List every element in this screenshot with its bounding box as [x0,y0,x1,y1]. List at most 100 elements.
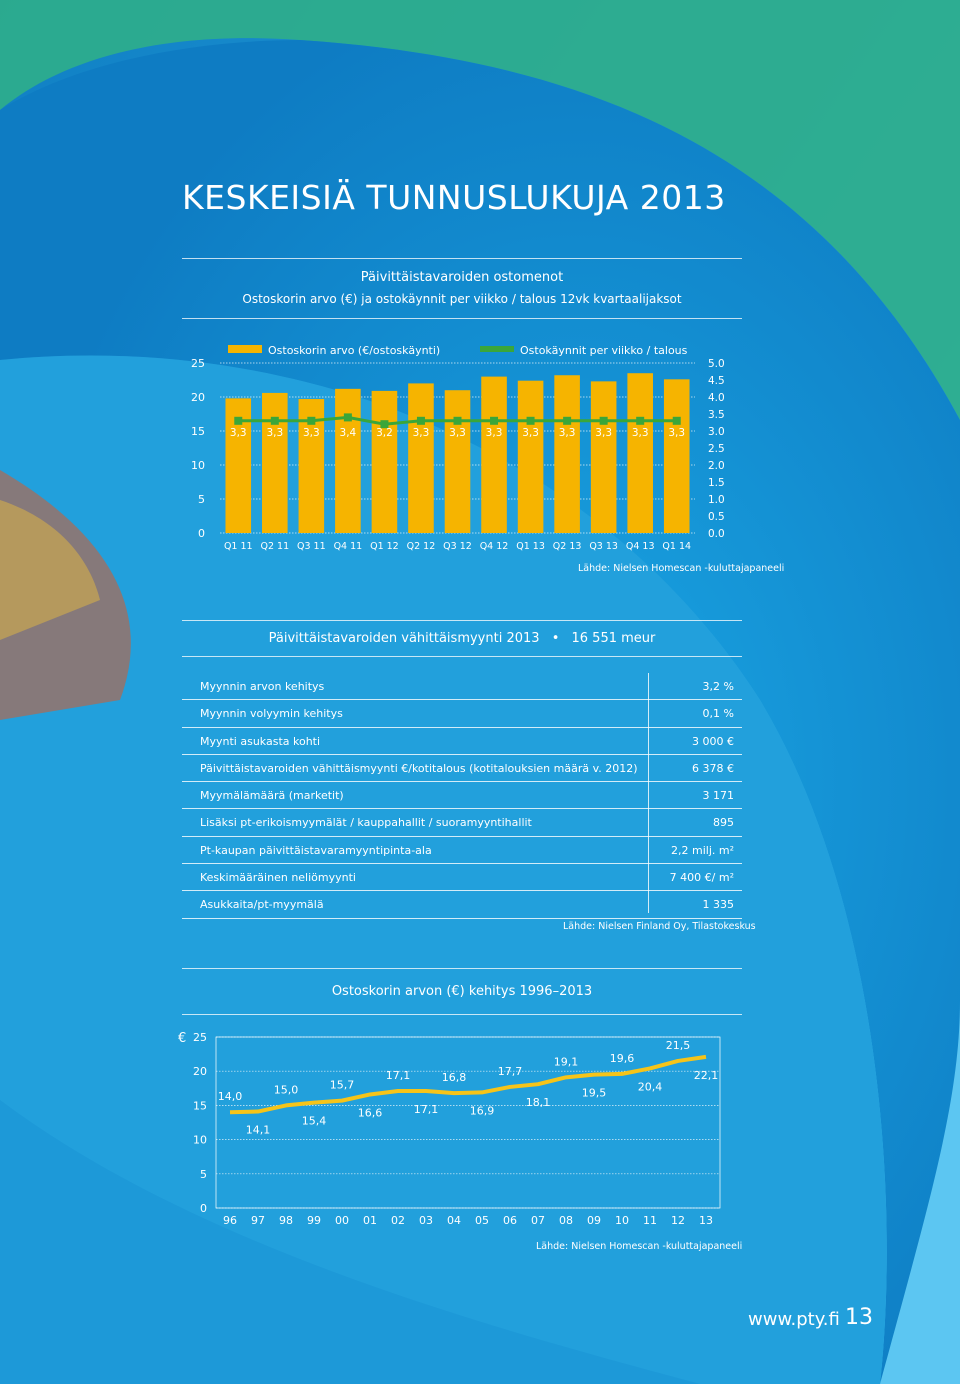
data-label: 3,3 [595,427,612,439]
line-point [416,416,425,425]
table-row-label: Myynnin volyymin kehitys [200,707,343,721]
combo-chart: 0 5 10 15 20 25 0.0 0.5 1.0 1.5 2.0 2.5 3.0 3.5 4.0 4.5… [191,344,725,552]
section3-top-rule [182,968,742,969]
data-label: 18,1 [526,1096,551,1109]
legend-label-line: Ostokäynnit per viikko / talous [520,344,688,357]
footer-url[interactable]: www.pty.fi [748,1309,840,1330]
line-point [234,416,243,425]
y-tick-label: 25 [191,357,205,370]
section3-bottom-rule [182,1014,742,1015]
table-row-label: Päivittäistavaroiden vähittäismyynti €/k… [200,761,638,775]
data-label: 14,1 [246,1124,271,1137]
table-row-label: Myynnin arvon kehitys [200,680,325,693]
section1-subtitle: Ostoskorin arvo (€) ja ostokäynnit per v… [242,292,682,306]
y-tick-label: 5 [198,493,205,506]
x-tick-label: Q4 12 [480,541,509,552]
table-row: Myynnin volyymin kehitys 0,1 % [182,700,742,728]
x-tick-label: 12 [671,1214,685,1227]
table-row-value: 1 335 [702,898,735,912]
x-tick-label: Q2 11 [260,541,289,552]
line-point [526,416,535,425]
y2-tick-label: 5.0 [708,358,725,370]
legend-label-bars: Ostoskorin arvo (€/ostoskäynti) [268,344,440,357]
line-point [672,416,681,425]
y2-tick-label: 2.5 [708,443,725,455]
x-tick-label: 10 [615,1214,629,1227]
x-tick-label: Q1 12 [370,541,399,552]
y2-tick-label: 1.0 [708,494,725,506]
table-row: Myynnin arvon kehitys 3,2 % [182,673,742,701]
data-label: 22,1 [694,1069,719,1082]
data-label: 17,1 [414,1103,439,1116]
x-tick-label: Q3 13 [589,541,618,552]
table-row-value: 895 [713,816,734,830]
data-label: 16,9 [470,1104,495,1117]
table-row-value: 6 378 € [692,761,734,775]
table-row: Lisäksi pt-erikoismyymälät / kauppahalli… [182,809,742,837]
line-point [636,416,645,425]
line-chart: 0510152025€14,09614,19715,09815,49915,70… [178,1031,721,1227]
x-tick-label: Q4 11 [334,541,363,552]
y-tick-label: 10 [191,459,205,472]
table-row-value: 3 000 € [692,734,734,748]
table-column-separator [648,673,649,913]
x-tick-label: 01 [363,1214,377,1227]
table-row-value: 0,1 % [702,707,734,721]
x-tick-label: 03 [419,1214,433,1227]
data-label: 3,3 [413,427,430,439]
legend-swatch-bars [228,345,262,353]
x-tick-label: Q4 13 [626,541,655,552]
bar [590,381,617,533]
x-tick-label: 05 [475,1214,489,1227]
table-row-label: Pt-kaupan päivittäistavaramyyntipinta-al… [200,843,432,857]
y2-tick-label: 4.0 [708,392,725,404]
page-title: KESKEISIÄ TUNNUSLUKUJA 2013 [182,178,726,217]
x-tick-label: 11 [643,1214,657,1227]
bar [444,390,471,533]
y-tick-label: 0 [200,1202,207,1215]
data-label: 3,3 [266,427,283,439]
bar [627,373,653,533]
section1-source: Lähde: Nielsen Homescan -kuluttajapaneel… [578,563,785,574]
line-point [490,416,499,425]
table-row: Päivittäistavaroiden vähittäismyynti €/k… [182,755,742,783]
section1-top-rule [182,258,742,259]
page-number: 13 [845,1305,873,1330]
data-label: 3,3 [303,427,320,439]
bar [262,392,288,533]
data-label: 15,4 [302,1115,327,1128]
x-tick-label: 06 [503,1214,517,1227]
y-tick-label: 15 [193,1099,207,1112]
table-row-label: Myynti asukasta kohti [200,734,321,748]
x-tick-label: Q1 11 [224,541,253,552]
x-tick-label: 02 [391,1214,405,1227]
data-label: 19,5 [582,1087,607,1100]
data-label: 3,3 [668,427,685,439]
x-tick-label: 99 [307,1214,321,1227]
y-tick-label: 25 [193,1031,207,1044]
section3-title: Ostoskorin arvon (€) kehitys 1996–2013 [331,984,593,999]
x-tick-label: 04 [447,1214,461,1227]
y-tick-label: 15 [191,425,205,438]
stats-table: Myynnin arvon kehitys 3,2 % Myynnin volyym… [182,673,742,919]
data-label: 20,4 [638,1080,663,1093]
bar [554,375,580,533]
y-tick-label: 10 [193,1134,207,1147]
bar [663,379,690,533]
table-row-value: 7 400 €/ m² [669,871,734,885]
x-tick-label: Q3 12 [443,541,472,552]
line-point [563,416,572,425]
table-row-label: Lisäksi pt-erikoismyymälät / kauppahalli… [200,816,532,830]
section1-title: Päivittäistavaroiden ostomenot [360,270,564,285]
table-row-value: 3,2 % [702,680,734,693]
table-row-label: Asukkaita/pt-myymälä [200,898,324,912]
y-tick-label: 0 [198,527,205,540]
y-tick-label: 20 [191,391,205,404]
x-tick-label: 00 [335,1214,349,1227]
table-row-label: Myymälämäärä (marketit) [200,789,344,803]
x-tick-label: 97 [251,1214,265,1227]
y-tick-label: 20 [193,1065,207,1078]
line-point [343,413,352,422]
x-tick-label: Q2 12 [407,541,436,552]
data-label: 16,6 [358,1106,383,1119]
